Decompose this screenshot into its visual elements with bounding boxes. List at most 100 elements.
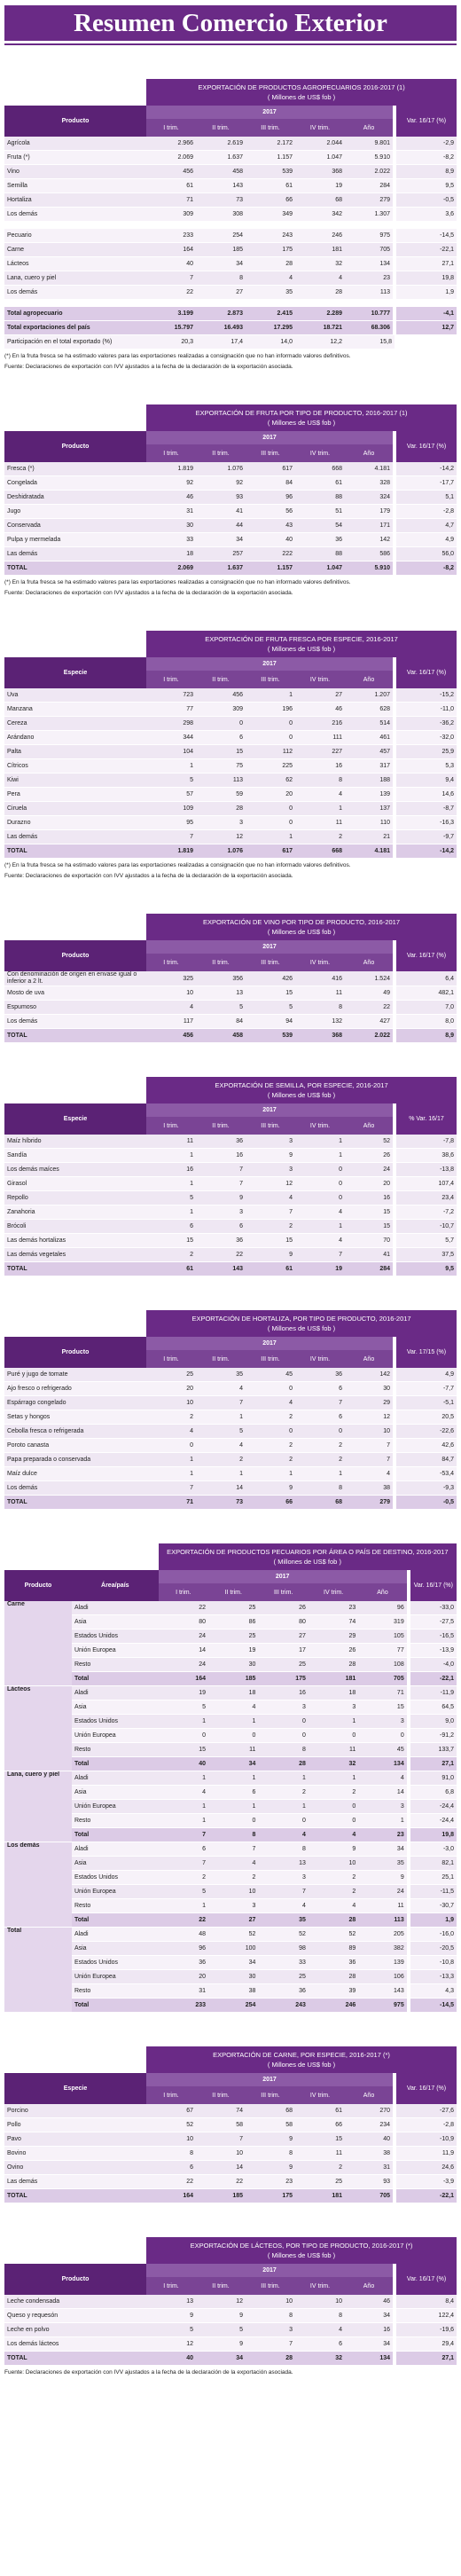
cell-value: 456 xyxy=(146,164,196,179)
cell-value: -16,3 xyxy=(392,815,457,830)
cell-value: 75 xyxy=(196,758,246,774)
cell-value: 185 xyxy=(196,2188,246,2203)
table-row: Congelada 92 92 84 61 328 -17,7 xyxy=(4,475,457,491)
row-label: Resto xyxy=(71,1742,159,1757)
table-section: EXPORTACIÓN DE SEMILLA, POR ESPECIE, 201… xyxy=(4,1077,457,1276)
cell-value: 6 xyxy=(295,2336,345,2352)
cell-value: -10,8 xyxy=(406,1955,457,1970)
cell-value: 3 xyxy=(358,1799,409,1814)
cell-value: 34 xyxy=(345,2308,395,2323)
cell-value: 185 xyxy=(208,1671,259,1686)
cell-value: 19,8 xyxy=(406,1827,457,1842)
header-year: 2017 xyxy=(146,1337,395,1350)
row-label: Total agropecuario xyxy=(4,306,146,321)
cell-value: 1.819 xyxy=(146,462,196,476)
cell-value: 12 xyxy=(246,1176,295,1191)
cell-value: 58 xyxy=(246,2117,295,2132)
header-period: I trim. xyxy=(146,2277,196,2295)
table-row: Fruta (*) 2.069 1.637 1.157 1.047 5.910 -8,2 xyxy=(4,150,457,165)
cell-value: 73 xyxy=(196,192,246,208)
cell-value: 1 xyxy=(158,1799,209,1814)
cell-value: 82,1 xyxy=(406,1856,457,1871)
cell-value: 20,5 xyxy=(392,1410,457,1425)
title-cell: EXPORTACIÓN DE SEMILLA, POR ESPECIE, 201… xyxy=(146,1077,457,1103)
table-row: Estados Unidos 1 1 0 1 3 9,0 xyxy=(4,1714,457,1729)
cell-value: 10 xyxy=(146,986,196,1001)
cell-value: 1 xyxy=(158,1714,209,1729)
row-label: Papa preparada o conservada xyxy=(4,1452,146,1467)
header-period: I trim. xyxy=(146,444,196,462)
cell-value: 84 xyxy=(196,1014,246,1029)
cell-value: 1 xyxy=(358,1813,409,1828)
table-title: EXPORTACIÓN DE PRODUCTOS PECUARIOS POR Á… xyxy=(167,1548,449,1556)
header-year: 2017 xyxy=(146,1103,395,1117)
cell-value: 9 xyxy=(358,1870,409,1885)
cell-value: 24 xyxy=(358,1884,409,1899)
table-section: EXPORTACIÓN DE LÁCTEOS, POR TIPO DE PROD… xyxy=(4,2237,457,2376)
cell-value: 12 xyxy=(196,829,246,844)
cell-value: 1.076 xyxy=(196,462,246,476)
cell-value: 74 xyxy=(196,2104,246,2118)
cell-value: 20 xyxy=(146,1381,196,1396)
row-label: Manzana xyxy=(4,702,146,717)
cell-value: 92 xyxy=(146,475,196,491)
header-label: Especie xyxy=(4,657,146,688)
cell-value: 1.819 xyxy=(146,844,196,859)
header-label: Producto xyxy=(4,940,146,971)
cell-value: 3 xyxy=(196,1205,246,1220)
title-row: EXPORTACIÓN DE LÁCTEOS, POR TIPO DE PROD… xyxy=(4,2237,457,2264)
cell-value: 8 xyxy=(295,773,345,788)
cell-value: 16 xyxy=(146,1162,196,1177)
cell-value: 3 xyxy=(196,815,246,830)
footnote: (*) En la fruta fresca se ha estimado va… xyxy=(4,862,351,868)
cell-value: -13,3 xyxy=(406,1969,457,1984)
cell-value: 113 xyxy=(196,773,246,788)
table-row: Total 7 8 4 4 23 19,8 xyxy=(4,1827,457,1842)
table-row: Cereza 298 0 0 216 514 -36,2 xyxy=(4,716,457,731)
cell-value: 9 xyxy=(196,2308,246,2323)
table-row: Semilla 61 143 61 19 284 9,5 xyxy=(4,178,457,193)
cell-value: 0 xyxy=(158,1728,209,1743)
cell-value: -14,5 xyxy=(392,228,457,243)
cell-value: 6 xyxy=(196,1219,246,1234)
cell-value: 196 xyxy=(246,702,295,717)
cell-value: 38 xyxy=(345,2146,395,2161)
cell-value: 10.777 xyxy=(345,306,395,321)
cell-value: 2 xyxy=(158,1870,209,1885)
row-label: Queso y requesón xyxy=(4,2308,146,2323)
row-label: Aladi xyxy=(71,1771,159,1786)
table-head: EXPORTACIÓN DE VINO POR TIPO DE PRODUCTO… xyxy=(4,914,457,971)
cell-value: 2 xyxy=(246,1410,295,1425)
row-label: Asia xyxy=(71,1614,159,1630)
cell-value: 73 xyxy=(196,1495,246,1510)
cell-value: 22 xyxy=(196,1247,246,1262)
cell-value: 27 xyxy=(258,1629,309,1644)
cell-value: 4,3 xyxy=(406,1983,457,1999)
header-period: Año xyxy=(345,119,395,137)
row-label: Maíz híbrido xyxy=(4,1135,146,1149)
cell-value: 27 xyxy=(196,285,246,300)
table-row: Espumoso 4 5 5 8 22 7,0 xyxy=(4,1000,457,1015)
cell-value: 7 xyxy=(146,1480,196,1496)
cell-value: 88 xyxy=(295,546,345,562)
cell-value: 59 xyxy=(196,787,246,802)
banner-rule xyxy=(4,43,457,45)
cell-value: 2.873 xyxy=(196,306,246,321)
table-row: Total exportaciones del país 15.797 16.493… xyxy=(4,320,457,335)
footnote: Fuente: Declaraciones de exportación con… xyxy=(4,873,293,879)
cell-value: 4 xyxy=(258,1827,309,1842)
header-period: II trim. xyxy=(196,1117,246,1135)
row-label: Pulpa y mermelada xyxy=(4,532,146,547)
cell-value: 35 xyxy=(196,1368,246,1382)
row-label: Las demás xyxy=(4,546,146,562)
cell-value: 22 xyxy=(146,2174,196,2189)
cell-value: 16 xyxy=(196,1148,246,1163)
header-period: Año xyxy=(345,1117,395,1135)
cell-value: -14,2 xyxy=(392,844,457,859)
title-spacer xyxy=(4,79,146,106)
header-period: Año xyxy=(358,1583,409,1601)
cell-value: 19 xyxy=(208,1643,259,1658)
cell-value: 1 xyxy=(146,1452,196,1467)
cell-value: 1.157 xyxy=(246,150,295,165)
cell-value: 71 xyxy=(358,1685,409,1700)
